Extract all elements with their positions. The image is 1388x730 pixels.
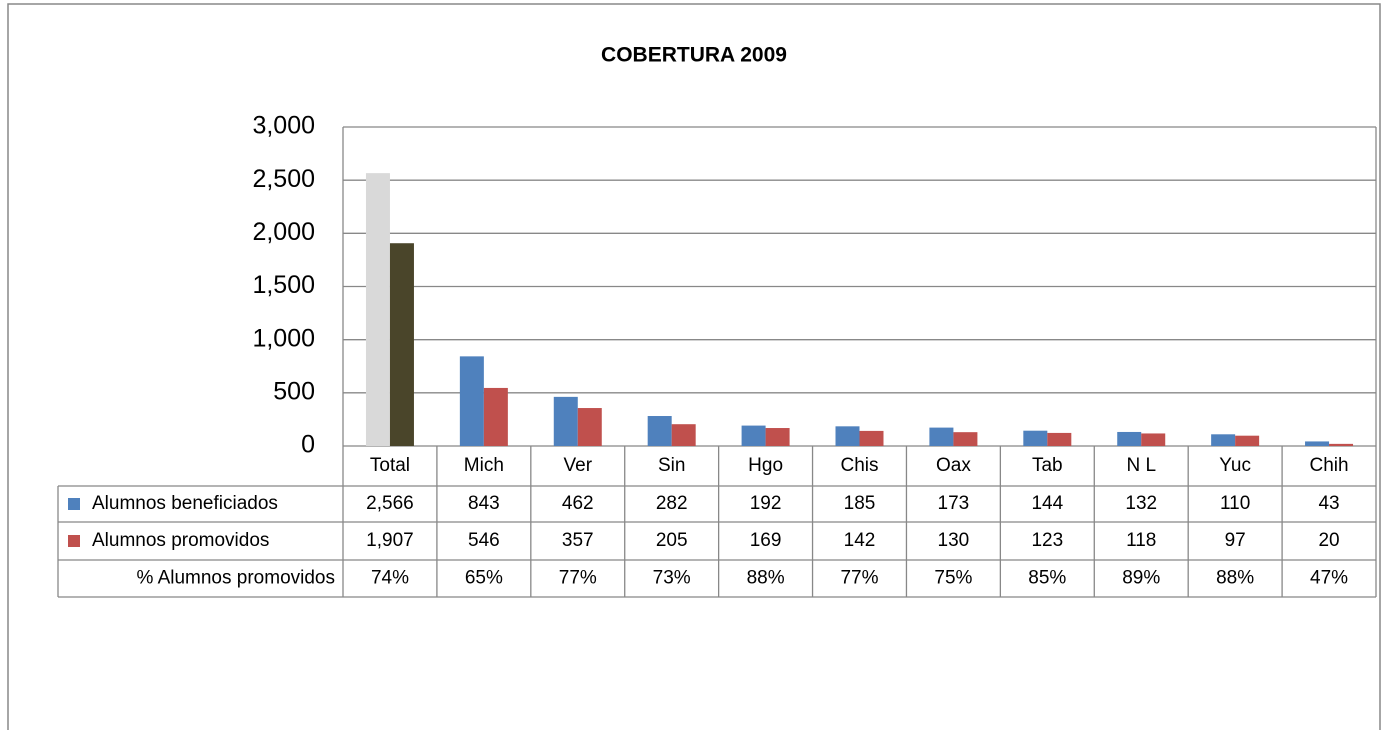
table-value: 2,566 bbox=[366, 493, 414, 514]
table-value: 97 bbox=[1225, 530, 1246, 551]
x-tick-label: Hgo bbox=[748, 455, 783, 476]
bar bbox=[647, 416, 672, 446]
table-value: 43 bbox=[1318, 493, 1339, 514]
table-value: 142 bbox=[844, 530, 876, 551]
table-value: 88% bbox=[1216, 568, 1254, 589]
bar bbox=[1211, 434, 1236, 446]
bar bbox=[929, 427, 954, 446]
table-value: 88% bbox=[747, 568, 785, 589]
x-tick-label: Chih bbox=[1310, 455, 1349, 476]
table-value: 75% bbox=[934, 568, 972, 589]
bar bbox=[1023, 430, 1048, 446]
y-tick-label: 2,000 bbox=[252, 218, 315, 246]
table-value: 20 bbox=[1318, 530, 1339, 551]
x-tick-label: Tab bbox=[1032, 455, 1063, 476]
table-value: 1,907 bbox=[366, 530, 414, 551]
table-value: 77% bbox=[559, 568, 597, 589]
table-value: 185 bbox=[844, 493, 876, 514]
table-value: 205 bbox=[656, 530, 688, 551]
legend-swatch bbox=[68, 535, 80, 547]
table-value: 73% bbox=[653, 568, 691, 589]
legend-label: Alumnos beneficiados bbox=[92, 493, 278, 514]
bar bbox=[1329, 443, 1354, 446]
y-tick-label: 1,000 bbox=[252, 324, 315, 352]
y-tick-label: 1,500 bbox=[252, 271, 315, 299]
bar bbox=[1305, 441, 1330, 446]
table-value: 843 bbox=[468, 493, 500, 514]
bar bbox=[1117, 431, 1142, 446]
table-value: 462 bbox=[562, 493, 594, 514]
y-tick-label: 0 bbox=[301, 431, 315, 459]
x-tick-label: Sin bbox=[658, 455, 685, 476]
chart-title: COBERTURA 2009 bbox=[601, 44, 787, 67]
row-label: % Alumnos promovidos bbox=[136, 568, 335, 589]
table-value: 74% bbox=[371, 568, 409, 589]
bar bbox=[553, 396, 578, 446]
table-value: 192 bbox=[750, 493, 782, 514]
table-value: 89% bbox=[1122, 568, 1160, 589]
bar bbox=[483, 387, 508, 446]
table-value: 546 bbox=[468, 530, 500, 551]
table-value: 130 bbox=[938, 530, 970, 551]
bar bbox=[859, 430, 884, 446]
table-value: 357 bbox=[562, 530, 594, 551]
bar bbox=[835, 426, 860, 446]
table-value: 47% bbox=[1310, 568, 1348, 589]
bar bbox=[953, 432, 978, 446]
bar bbox=[459, 356, 484, 446]
table-value: 110 bbox=[1220, 493, 1250, 514]
x-tick-label: Chis bbox=[840, 455, 878, 476]
bar bbox=[577, 408, 602, 446]
table-value: 169 bbox=[750, 530, 782, 551]
table-value: 77% bbox=[840, 568, 878, 589]
legend-label: Alumnos promovidos bbox=[92, 530, 269, 551]
table-value: 132 bbox=[1125, 493, 1157, 514]
bar bbox=[671, 424, 696, 446]
table-value: 123 bbox=[1031, 530, 1063, 551]
table-value: 118 bbox=[1126, 530, 1156, 551]
bar bbox=[1047, 432, 1072, 446]
table-value: 173 bbox=[938, 493, 970, 514]
y-tick-label: 500 bbox=[273, 377, 315, 405]
bar bbox=[1235, 435, 1260, 446]
bar bbox=[365, 173, 390, 446]
x-tick-label: Total bbox=[370, 455, 410, 476]
x-tick-label: N L bbox=[1126, 455, 1156, 476]
bar bbox=[765, 428, 790, 446]
table-value: 85% bbox=[1028, 568, 1066, 589]
bar bbox=[1141, 433, 1166, 446]
table-value: 65% bbox=[465, 568, 503, 589]
table-value: 144 bbox=[1031, 493, 1063, 514]
x-tick-label: Yuc bbox=[1219, 455, 1251, 476]
y-tick-label: 3,000 bbox=[252, 112, 315, 140]
bar bbox=[741, 425, 766, 446]
legend-swatch bbox=[68, 498, 80, 510]
y-tick-label: 2,500 bbox=[252, 165, 315, 193]
x-tick-label: Oax bbox=[936, 455, 971, 476]
chart-frame bbox=[7, 3, 1381, 730]
x-tick-label: Mich bbox=[464, 455, 504, 476]
x-tick-label: Ver bbox=[564, 455, 593, 476]
table-value: 282 bbox=[656, 493, 688, 514]
bar bbox=[389, 243, 414, 446]
